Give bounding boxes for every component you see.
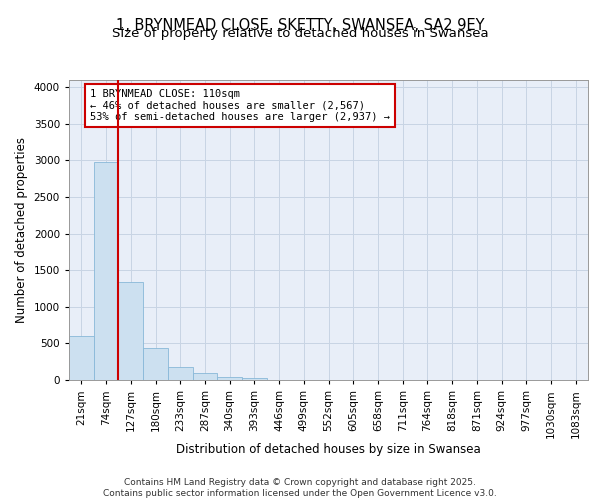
Bar [217,377,242,380]
Bar [118,282,143,380]
Text: Size of property relative to detached houses in Swansea: Size of property relative to detached ho… [112,28,488,40]
Text: 1 BRYNMEAD CLOSE: 110sqm
← 46% of detached houses are smaller (2,567)
53% of sem: 1 BRYNMEAD CLOSE: 110sqm ← 46% of detach… [90,89,390,122]
Y-axis label: Number of detached properties: Number of detached properties [15,137,28,323]
X-axis label: Distribution of detached houses by size in Swansea: Distribution of detached houses by size … [176,443,481,456]
Bar [69,336,94,380]
Bar [193,373,217,380]
Bar [94,162,118,380]
Bar [143,348,168,380]
Bar [242,378,267,380]
Text: 1, BRYNMEAD CLOSE, SKETTY, SWANSEA, SA2 9EY: 1, BRYNMEAD CLOSE, SKETTY, SWANSEA, SA2 … [116,18,484,32]
Bar [168,367,193,380]
Text: Contains HM Land Registry data © Crown copyright and database right 2025.
Contai: Contains HM Land Registry data © Crown c… [103,478,497,498]
